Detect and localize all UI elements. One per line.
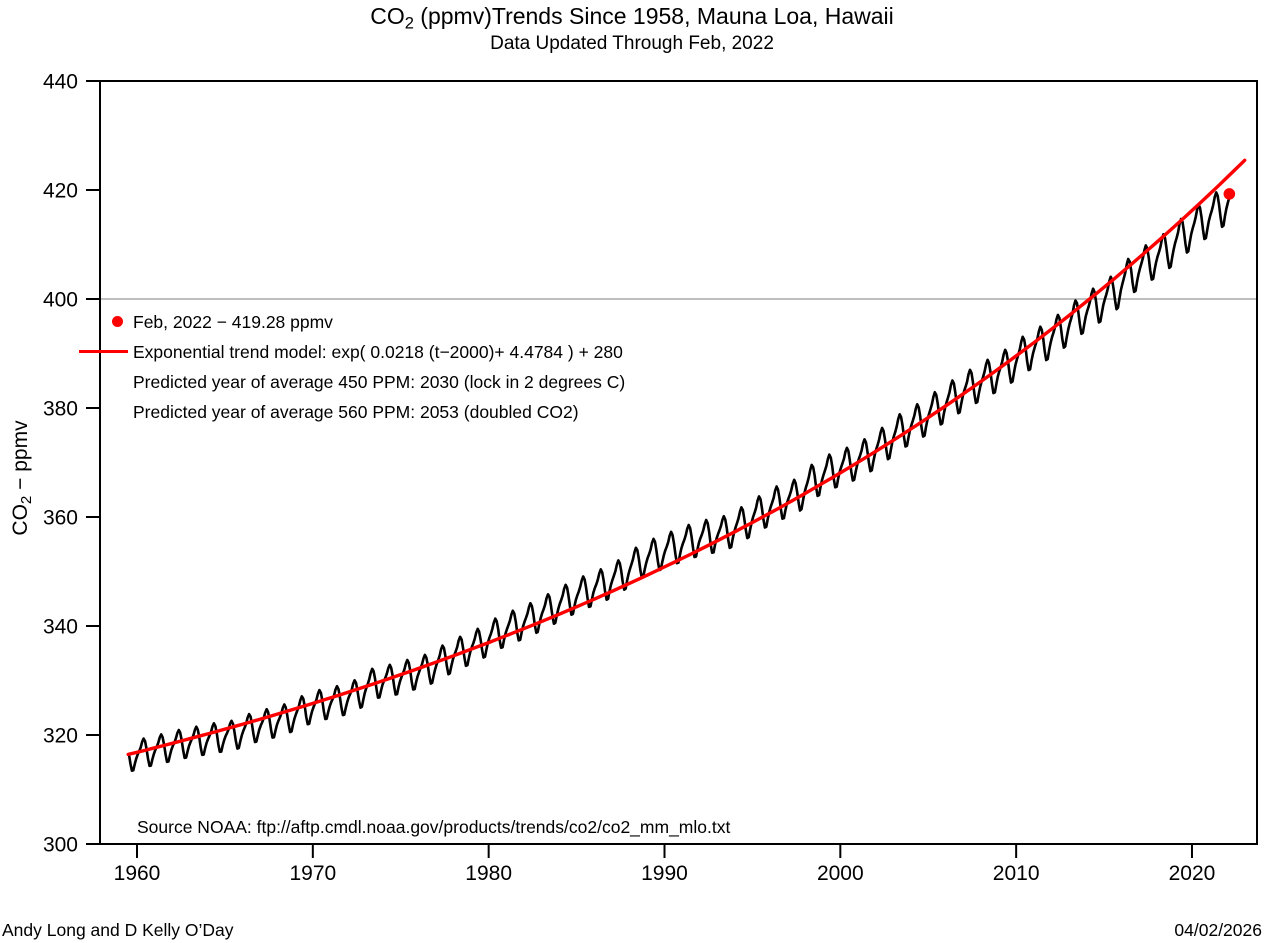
y-tick-label: 380 bbox=[43, 398, 78, 421]
x-tick-label: 1980 bbox=[465, 862, 512, 885]
legend-prediction-450: Predicted year of average 450 PPM: 2030 … bbox=[133, 372, 626, 392]
legend-prediction-560: Predicted year of average 560 PPM: 2053 … bbox=[133, 402, 579, 422]
co2-monthly-series-line bbox=[127, 191, 1231, 773]
y-tick-label: 340 bbox=[43, 616, 78, 639]
x-tick-label: 1990 bbox=[641, 862, 688, 885]
x-tick-label: 1970 bbox=[289, 862, 336, 885]
footer-date: 04/02/2026 bbox=[1174, 920, 1262, 940]
y-tick-label: 400 bbox=[43, 289, 78, 312]
legend-point-label: Feb, 2022 − 419.28 ppmv bbox=[133, 312, 333, 332]
y-tick-label: 420 bbox=[43, 180, 78, 203]
exponential-trend-line bbox=[126, 158, 1247, 757]
legend-point-marker bbox=[112, 316, 123, 327]
y-tick-label: 320 bbox=[43, 725, 78, 748]
chart-subtitle: Data Updated Through Feb, 2022 bbox=[490, 33, 774, 54]
x-tick-label: 2020 bbox=[1169, 862, 1216, 885]
last-point-marker bbox=[1223, 188, 1236, 200]
y-axis-title: CO2 − ppmv bbox=[8, 420, 36, 536]
x-tick-label: 1960 bbox=[114, 862, 161, 885]
legend-trend-line-swatch bbox=[79, 350, 128, 353]
x-tick-label: 2000 bbox=[817, 862, 864, 885]
y-tick-label: 360 bbox=[43, 507, 78, 530]
y-tick-label: 440 bbox=[43, 71, 78, 94]
chart-title: CO2 (ppmv)Trends Since 1958, Mauna Loa, … bbox=[370, 3, 894, 33]
y-tick-label: 300 bbox=[43, 834, 78, 857]
legend-trend-label: Exponential trend model: exp( 0.0218 (t−… bbox=[133, 342, 623, 362]
footer-authors: Andy Long and D Kelly O’Day bbox=[2, 920, 234, 940]
x-tick-label: 2010 bbox=[993, 862, 1040, 885]
source-note: Source NOAA: ftp://aftp.cmdl.noaa.gov/pr… bbox=[137, 817, 731, 837]
plot-border bbox=[99, 80, 1258, 845]
